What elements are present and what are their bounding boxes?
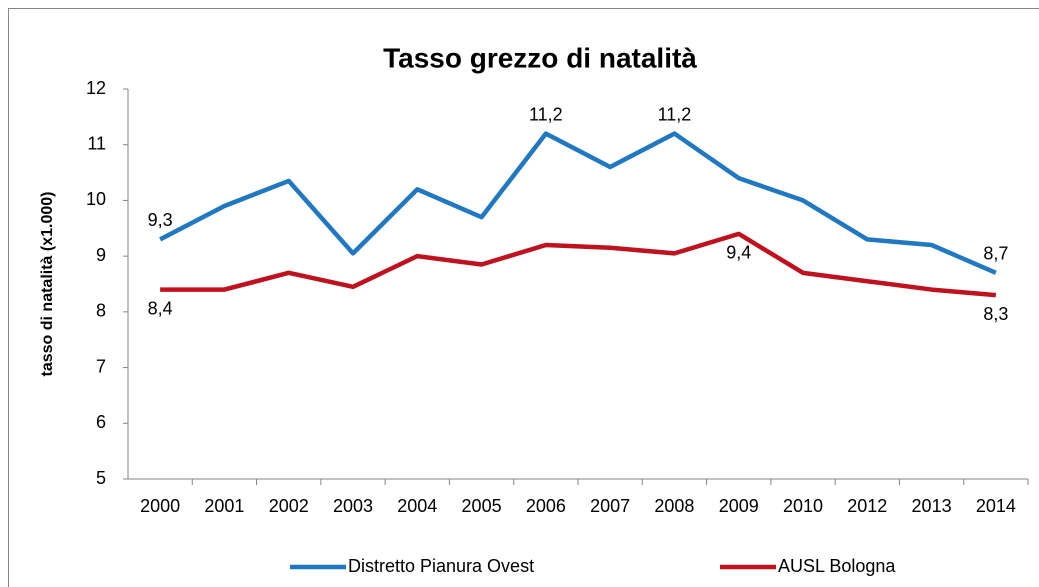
x-tick-label: 2000 (140, 496, 180, 516)
y-tick-label: 7 (96, 356, 106, 376)
series-line (159, 131, 997, 275)
y-axis-label: tasso di natalità (x1.000) (39, 192, 56, 377)
x-tick-label: 2004 (397, 496, 437, 516)
data-label: 11,2 (658, 104, 692, 124)
x-tick-label: 2007 (590, 496, 630, 516)
y-tick-label: 11 (87, 133, 106, 153)
y-tick-label: 12 (86, 78, 106, 98)
data-label: 9,4 (726, 243, 751, 263)
x-tick-label: 2001 (204, 496, 244, 516)
x-tick-label: 2002 (269, 496, 309, 516)
legend-label: AUSL Bologna (778, 556, 896, 576)
x-tick-label: 2014 (976, 496, 1016, 516)
series-line (160, 231, 997, 298)
x-tick-label: 2010 (783, 496, 823, 516)
x-tick-label: 2006 (526, 496, 566, 516)
x-tick-label: 2009 (719, 496, 759, 516)
data-label: 11,2 (529, 104, 563, 124)
y-tick-label: 9 (96, 245, 106, 265)
chart-title: Tasso grezzo di natalità (383, 42, 697, 73)
y-tick-label: 5 (96, 468, 106, 488)
data-label: 8,7 (983, 244, 1008, 264)
x-tick-label: 2005 (462, 496, 502, 516)
x-tick-label: 2003 (333, 496, 373, 516)
x-tick-label: 2008 (654, 496, 694, 516)
x-tick-label: 2012 (847, 496, 887, 516)
data-label: 8,3 (983, 304, 1008, 324)
y-tick-label: 8 (96, 301, 106, 321)
y-tick-label: 10 (86, 189, 106, 209)
data-label: 9,3 (148, 210, 173, 230)
x-tick-label: 2013 (912, 496, 952, 516)
chart-frame (8, 8, 1039, 587)
y-tick-label: 6 (96, 412, 106, 432)
legend-label: Distretto Pianura Ovest (348, 556, 534, 576)
data-label: 8,4 (148, 298, 173, 318)
